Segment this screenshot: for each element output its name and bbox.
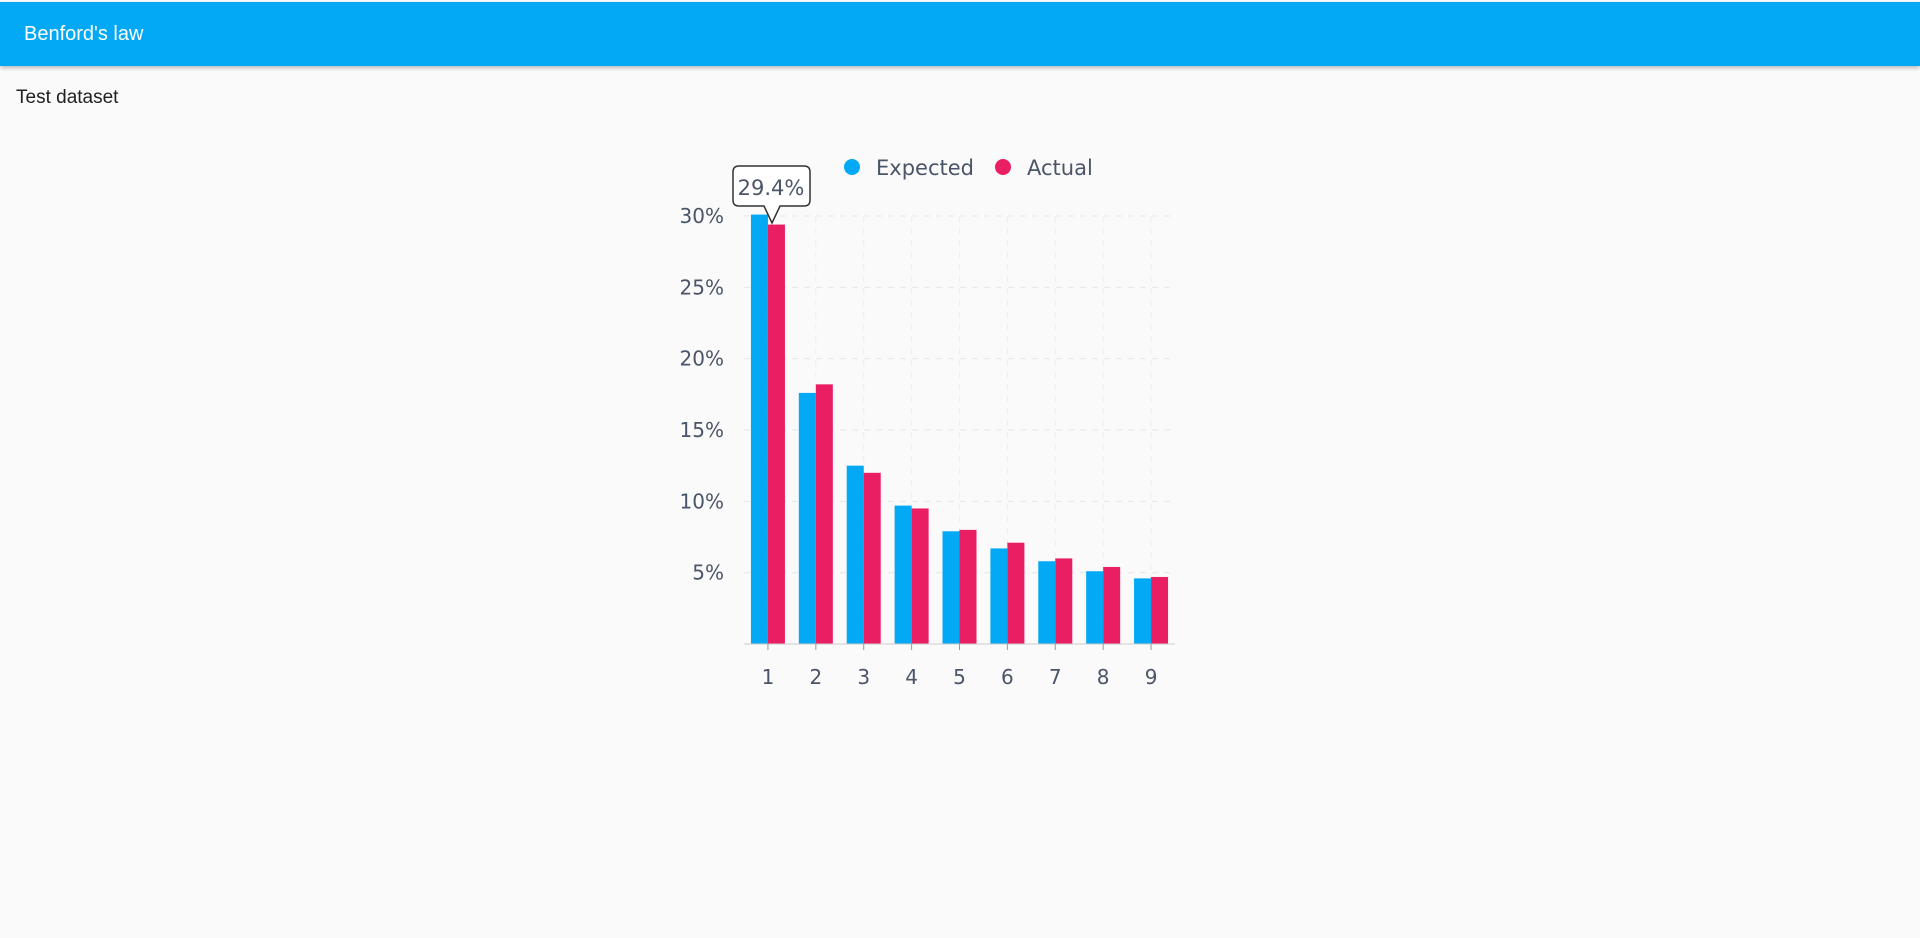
y-axis-ticks: 5% 10% 15% 20% 25% 30% xyxy=(680,204,724,585)
y-tick-label: 25% xyxy=(680,275,724,299)
bar-actual-8 xyxy=(1103,566,1121,644)
app-bar: Benford's law xyxy=(0,2,1920,66)
y-tick-label: 30% xyxy=(680,204,724,228)
bar-actual-9 xyxy=(1151,576,1169,644)
legend-marker-actual xyxy=(995,159,1011,175)
y-tick-label: 5% xyxy=(692,561,724,585)
x-tick-label: 7 xyxy=(1049,665,1062,689)
bar-actual-3 xyxy=(863,472,881,644)
bar-expected-9 xyxy=(1134,578,1152,644)
x-tick-label: 9 xyxy=(1145,665,1158,689)
bar-actual-2 xyxy=(815,384,833,644)
bar-expected-5 xyxy=(942,531,960,644)
y-tick-label: 10% xyxy=(680,489,724,513)
bar-expected-8 xyxy=(1086,571,1104,644)
legend-label-expected: Expected xyxy=(876,156,974,180)
x-tick-label: 1 xyxy=(762,665,775,689)
x-tick-label: 8 xyxy=(1097,665,1110,689)
x-tick-label: 6 xyxy=(1001,665,1014,689)
x-axis-ticks: 1 2 3 4 5 6 7 8 9 xyxy=(762,644,1158,689)
bar-actual-1 xyxy=(767,224,785,644)
bar-expected-7 xyxy=(1038,561,1056,644)
tooltip-text: 29.4% xyxy=(738,176,805,200)
y-tick-label: 20% xyxy=(680,347,724,371)
app-title: Benford's law xyxy=(24,23,144,45)
bar-actual-7 xyxy=(1055,558,1073,644)
y-tick-label: 15% xyxy=(680,418,724,442)
tooltip-box xyxy=(732,165,811,225)
legend-label-actual: Actual xyxy=(1027,156,1093,180)
bar-expected-4 xyxy=(894,505,912,644)
x-tick-label: 3 xyxy=(857,665,870,689)
bar-expected-1 xyxy=(750,214,768,644)
legend-marker-expected xyxy=(844,159,860,175)
dataset-title: Test dataset xyxy=(16,87,119,108)
bar-expected-6 xyxy=(990,548,1008,644)
chart-bars xyxy=(750,214,1169,644)
x-tick-label: 4 xyxy=(905,665,918,689)
x-tick-label: 5 xyxy=(953,665,966,689)
bar-actual-5 xyxy=(959,529,977,644)
bar-expected-2 xyxy=(798,392,816,644)
bar-actual-4 xyxy=(911,508,929,644)
x-tick-label: 2 xyxy=(809,665,822,689)
bar-actual-6 xyxy=(1007,542,1025,644)
bar-expected-3 xyxy=(846,465,864,644)
bar-tooltip: 29.4% xyxy=(732,165,811,225)
chart-legend: Expected Actual xyxy=(844,156,1093,180)
